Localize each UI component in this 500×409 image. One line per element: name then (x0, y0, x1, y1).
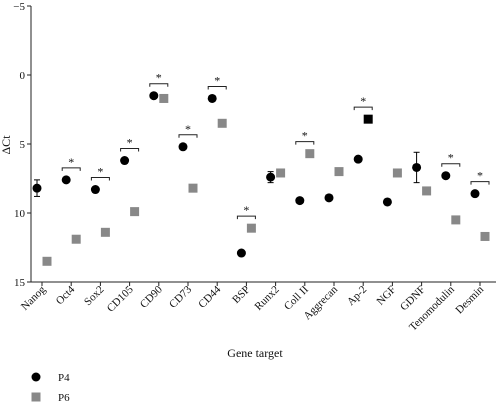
y-tick-label: 5 (20, 139, 26, 151)
p6-point (392, 168, 402, 178)
x-tick-label: BSP (230, 284, 252, 306)
x-tick-label: Runx2 (252, 284, 281, 313)
p4-point (236, 248, 246, 258)
significance-star: * (185, 122, 191, 136)
x-tick-label: CD105 (105, 283, 136, 314)
x-tick-label: Desmin (453, 283, 486, 316)
p4-point (412, 162, 422, 172)
data-marks (32, 91, 490, 266)
p4-point (90, 185, 100, 195)
p4-point (470, 189, 480, 199)
p6-point (217, 118, 227, 128)
p6-point (246, 223, 256, 233)
p4-point (120, 156, 130, 166)
significance-star: * (97, 165, 103, 179)
legend-p4-marker (31, 372, 41, 382)
legend: P4 P6 (31, 372, 70, 404)
p6-point (71, 234, 81, 244)
p6-point (188, 183, 198, 193)
significance-star: * (68, 155, 74, 169)
p6-point (305, 149, 315, 159)
p4-point (178, 142, 188, 152)
significance-star: * (448, 151, 454, 165)
significance-star: * (477, 169, 483, 183)
significance-bracket (441, 163, 461, 167)
p4-point (32, 183, 42, 193)
significance-bracket (178, 134, 198, 138)
p6-point (363, 114, 373, 124)
significance-star: * (214, 73, 220, 87)
p6-point (42, 256, 52, 266)
p4-point (441, 171, 451, 181)
p4-point (207, 93, 217, 103)
p4-point (353, 154, 363, 164)
y-tick-label: 15 (14, 277, 26, 289)
x-tick-label: Ap-2 (345, 284, 369, 308)
significance-bracket (61, 167, 81, 171)
p4-point (295, 196, 305, 206)
x-tick-label: CD90 (138, 283, 165, 310)
significance-star: * (360, 94, 366, 108)
p6-point (451, 215, 461, 225)
p4-point (61, 175, 71, 185)
legend-p6-marker (31, 392, 41, 402)
p4-point (324, 193, 334, 203)
p6-point (130, 207, 140, 217)
significance-bracket (207, 85, 227, 90)
p6-point (422, 186, 432, 196)
significance-bracket (90, 177, 110, 181)
significance-bracket (353, 106, 373, 111)
significance-star: * (243, 203, 249, 217)
x-tick-label: CD73 (167, 283, 194, 310)
significance-bracket (149, 83, 169, 87)
p4-point (382, 197, 392, 207)
significance-bracket (470, 181, 490, 185)
legend-label: P6 (58, 392, 70, 404)
p4-point (149, 91, 159, 101)
x-tick-label: Oct4 (54, 283, 78, 307)
significance-annotations: * * * * * * * * * * * (61, 71, 490, 220)
significance-star: * (156, 71, 162, 85)
significance-star: * (302, 129, 308, 143)
x-tick-label: Sox2 (82, 284, 106, 308)
legend-label: P4 (58, 372, 70, 384)
x-tick-label: NGF (374, 284, 398, 308)
significance-bracket (295, 141, 315, 145)
y-tick-label: 0 (20, 70, 26, 82)
x-axis-title: Gene target (227, 346, 283, 360)
y-axis-title: ΔCt (0, 135, 13, 155)
significance-star: * (127, 136, 133, 150)
p6-point (480, 231, 490, 241)
p6-point (276, 168, 286, 178)
significance-bracket (120, 148, 140, 152)
y-tick-label: −5 (13, 1, 25, 13)
y-tick-label: 10 (14, 208, 26, 220)
p4-point (266, 172, 276, 182)
x-tick-label: CD44 (196, 283, 223, 310)
p6-point (334, 167, 344, 177)
p6-point (159, 93, 169, 103)
p6-point (100, 227, 110, 237)
significance-bracket (236, 215, 256, 220)
